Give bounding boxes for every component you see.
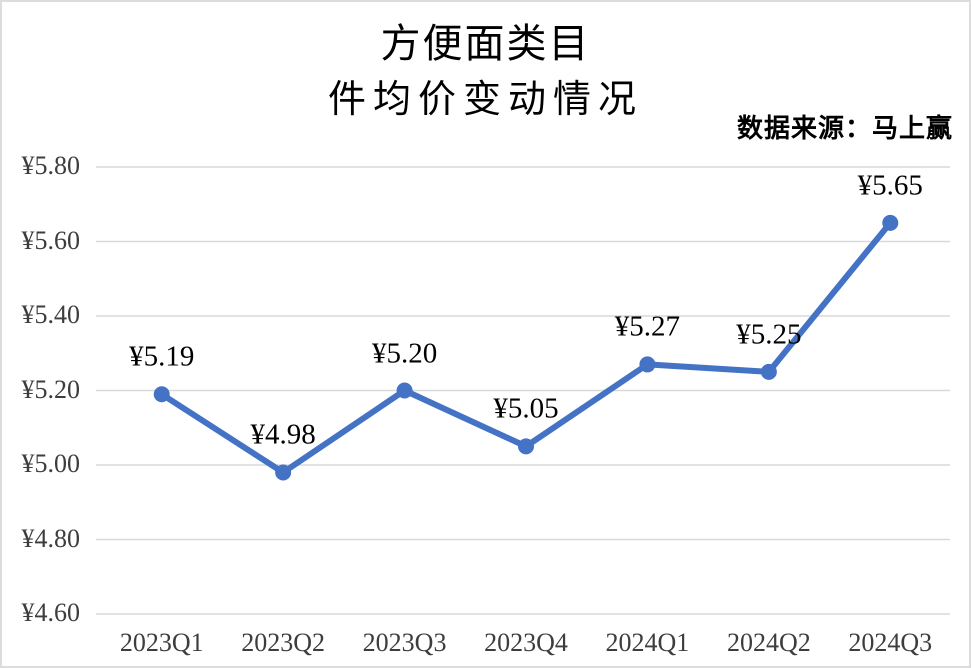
data-point-label: ¥5.25 [736,318,802,351]
x-axis-tick-label: 2024Q3 [848,628,933,657]
y-axis-tick-label: ¥5.20 [21,374,81,404]
x-axis-tick-label: 2023Q2 [241,628,326,657]
x-axis-tick-label: 2023Q4 [484,628,568,657]
data-point-label: ¥5.27 [614,310,681,343]
data-point-marker [639,356,656,373]
data-point-label: ¥5.05 [493,392,559,425]
chart-title-line1: 方便面类目 [380,21,591,66]
y-axis-tick-label: ¥4.80 [21,523,81,553]
x-axis-tick-label: 2024Q1 [605,628,690,657]
chart-title-line2: 件均价变动情况 [327,79,643,121]
data-point-label: ¥5.65 [857,169,923,202]
data-point-label: ¥5.19 [129,340,195,373]
data-point-marker [396,382,413,399]
chart-title: 方便面类目 件均价变动情况 [2,21,969,121]
y-axis-tick-label: ¥5.00 [21,448,81,478]
x-axis-tick-label: 2023Q3 [362,628,447,657]
data-point-marker [153,386,170,403]
data-point-marker [275,464,292,481]
y-axis-tick-label: ¥4.60 [21,597,81,627]
y-axis-tick-label: ¥5.80 [21,150,81,180]
data-point-label: ¥4.98 [250,418,316,451]
data-point-label: ¥5.20 [371,337,438,369]
data-point-marker [882,214,899,231]
x-axis-tick-label: 2023Q1 [119,628,204,657]
data-point-marker [518,438,534,455]
data-point-marker [760,363,777,380]
x-axis-tick-label: 2024Q2 [726,628,811,657]
data-source-note: 数据来源：马上赢 [736,114,953,143]
y-axis-tick-label: ¥5.40 [21,299,81,329]
y-axis-tick-label: ¥5.60 [21,225,81,255]
